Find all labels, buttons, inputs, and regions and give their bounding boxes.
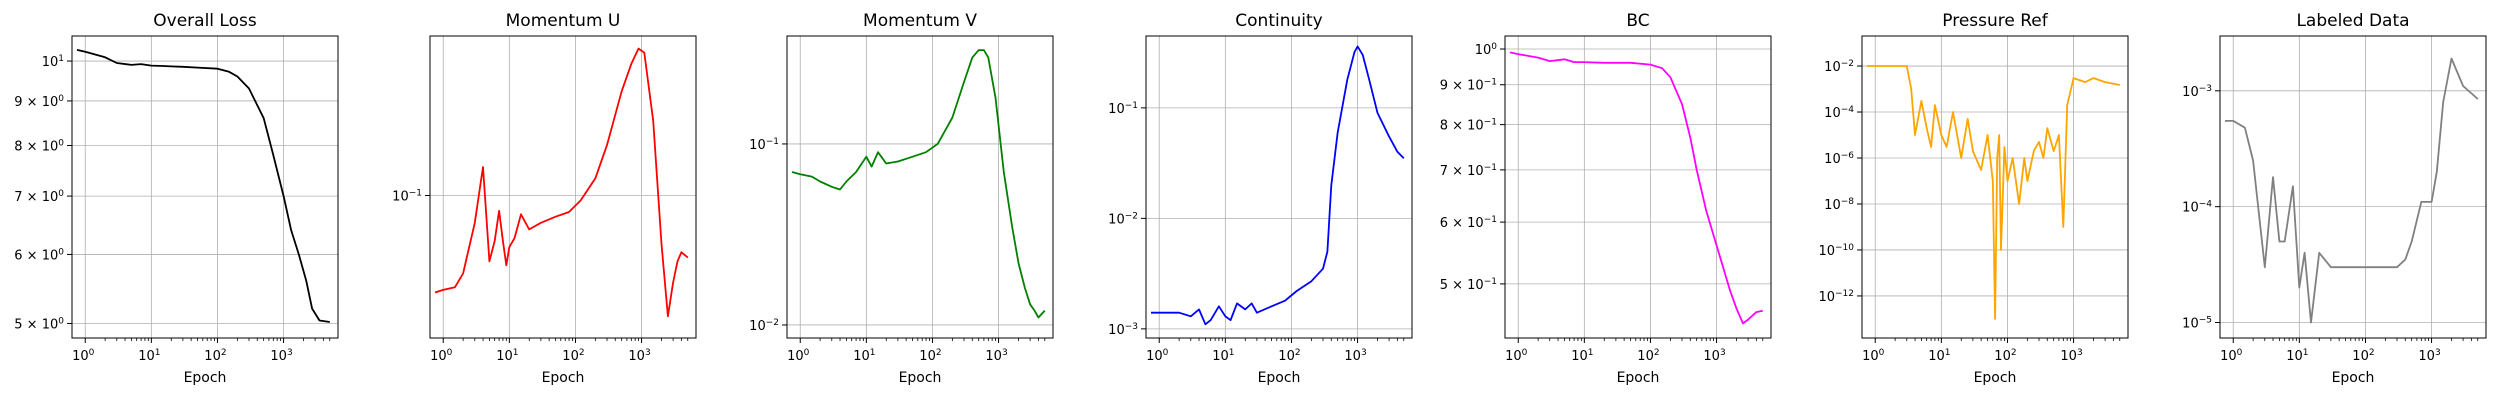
y-tick-label: 10−4 — [2182, 200, 2212, 216]
panel-2: 100 101 102 103 10−1 Momentum U Epoch — [392, 11, 697, 386]
x-tick-label: 100 — [1505, 348, 1528, 364]
chart-title: Momentum U — [506, 11, 621, 31]
series-line — [434, 47, 689, 318]
x-tick-label: 100 — [787, 348, 810, 364]
x-tick-label: 103 — [1344, 348, 1366, 364]
panel-6: 100 101 102 103 10−12 10−10 10−8 10−6 10−4 10−2 Pr… — [1818, 11, 2129, 386]
x-tick-label: 103 — [2418, 348, 2440, 364]
chart-title: Labeled Data — [2296, 11, 2409, 31]
x-tick-label: 102 — [1994, 348, 2016, 364]
x-axis-label: Epoch — [542, 370, 585, 386]
y-tick-label: 10−2 — [749, 318, 779, 334]
series-line — [2225, 57, 2479, 324]
y-tick-label: 10−1 — [749, 137, 779, 153]
x-tick-label: 101 — [2286, 348, 2308, 364]
x-tick-label: 102 — [562, 348, 584, 364]
x-tick-label: 101 — [138, 348, 160, 364]
chart-title: BC — [1626, 11, 1649, 31]
x-tick-label: 101 — [1928, 348, 1950, 364]
x-tick-label: 102 — [1278, 348, 1300, 364]
axes-frame — [1504, 35, 1772, 339]
axes-frame — [1861, 35, 2129, 339]
x-tick-label: 103 — [628, 348, 650, 364]
y-tick-label: 10−3 — [1108, 322, 1138, 338]
axes-frame — [2219, 35, 2487, 339]
y-tick-label: 10−2 — [1824, 59, 1854, 75]
x-axis-label: Epoch — [899, 370, 942, 386]
x-tick-label: 102 — [204, 348, 226, 364]
x-tick-label: 103 — [2060, 348, 2082, 364]
y-tick-label: 10−2 — [1108, 211, 1138, 227]
y-tick-label: 5 × 100 — [14, 316, 64, 332]
x-tick-label: 102 — [1637, 348, 1659, 364]
y-tick-label: 10−4 — [1824, 105, 1854, 121]
chart-title: Overall Loss — [153, 11, 257, 31]
series-line — [1151, 45, 1405, 326]
axes-frame — [71, 35, 339, 339]
y-tick-label: 10−3 — [2182, 84, 2212, 100]
x-tick-label: 100 — [72, 348, 95, 364]
y-tick-label: 10−10 — [1818, 243, 1854, 259]
y-tick-label: 10−8 — [1824, 197, 1854, 213]
y-tick-label: 8 × 10−1 — [1440, 118, 1497, 134]
x-tick-label: 103 — [270, 348, 292, 364]
y-tick-label: 8 × 100 — [14, 139, 64, 155]
axes-frame — [786, 35, 1054, 339]
x-tick-label: 102 — [919, 348, 941, 364]
x-axis-label: Epoch — [2332, 370, 2375, 386]
y-tick-label: 10−6 — [1824, 151, 1854, 167]
axes-frame — [1145, 35, 1413, 339]
panel-1: 100 101 102 103 5 × 100 6 × 100 7 × 100 8 × 100… — [14, 11, 339, 386]
series-line — [791, 49, 1046, 319]
series-line — [1509, 51, 1763, 325]
y-tick-label: 7 × 100 — [14, 189, 64, 205]
y-tick-label: 10−12 — [1818, 289, 1854, 305]
x-axis-label: Epoch — [1258, 370, 1301, 386]
x-tick-label: 100 — [2220, 348, 2243, 364]
x-tick-label: 101 — [1571, 348, 1593, 364]
x-tick-label: 103 — [1703, 348, 1725, 364]
y-tick-label: 5 × 10−1 — [1440, 277, 1497, 293]
y-tick-label: 100 — [1475, 42, 1498, 58]
x-tick-label: 103 — [985, 348, 1007, 364]
x-axis-label: Epoch — [184, 370, 227, 386]
x-tick-label: 100 — [1862, 348, 1885, 364]
panel-7: 100 101 102 103 10−5 10−4 10−3 Labeled Data Epoc… — [2182, 11, 2487, 386]
x-tick-label: 100 — [1146, 348, 1169, 364]
panel-5: 100 101 102 103 5 × 10−1 6 × 10−1 7 × 10−1 8 × … — [1440, 11, 1772, 386]
y-tick-label: 7 × 10−1 — [1440, 163, 1497, 179]
y-tick-label: 9 × 100 — [14, 94, 64, 110]
x-axis-label: Epoch — [1974, 370, 2017, 386]
chart-title: Pressure Ref — [1942, 11, 2049, 31]
chart-title: Momentum V — [863, 11, 977, 31]
y-tick-label: 9 × 10−1 — [1440, 78, 1497, 94]
y-tick-label: 6 × 10−1 — [1440, 215, 1497, 231]
chart-title: Continuity — [1235, 11, 1322, 31]
panel-3: 100 101 102 103 10−2 10−1 Momentum V Epoch — [749, 11, 1054, 386]
x-axis-label: Epoch — [1617, 370, 1660, 386]
y-tick-label: 6 × 100 — [14, 247, 64, 263]
y-tick-label: 10−1 — [1108, 101, 1138, 117]
x-tick-label: 101 — [496, 348, 518, 364]
y-tick-label: 101 — [42, 54, 64, 70]
panel-4: 100 101 102 103 10−3 10−2 10−1 Continuity Epoch — [1108, 11, 1413, 386]
series-line — [76, 49, 330, 323]
x-tick-label: 100 — [430, 348, 453, 364]
y-tick-label: 10−5 — [2182, 315, 2212, 331]
x-tick-label: 101 — [853, 348, 875, 364]
series-line — [1867, 65, 2120, 320]
x-tick-label: 101 — [1212, 348, 1234, 364]
x-tick-label: 102 — [2352, 348, 2374, 364]
axes-frame — [429, 35, 697, 339]
y-tick-label: 10−1 — [392, 188, 422, 204]
